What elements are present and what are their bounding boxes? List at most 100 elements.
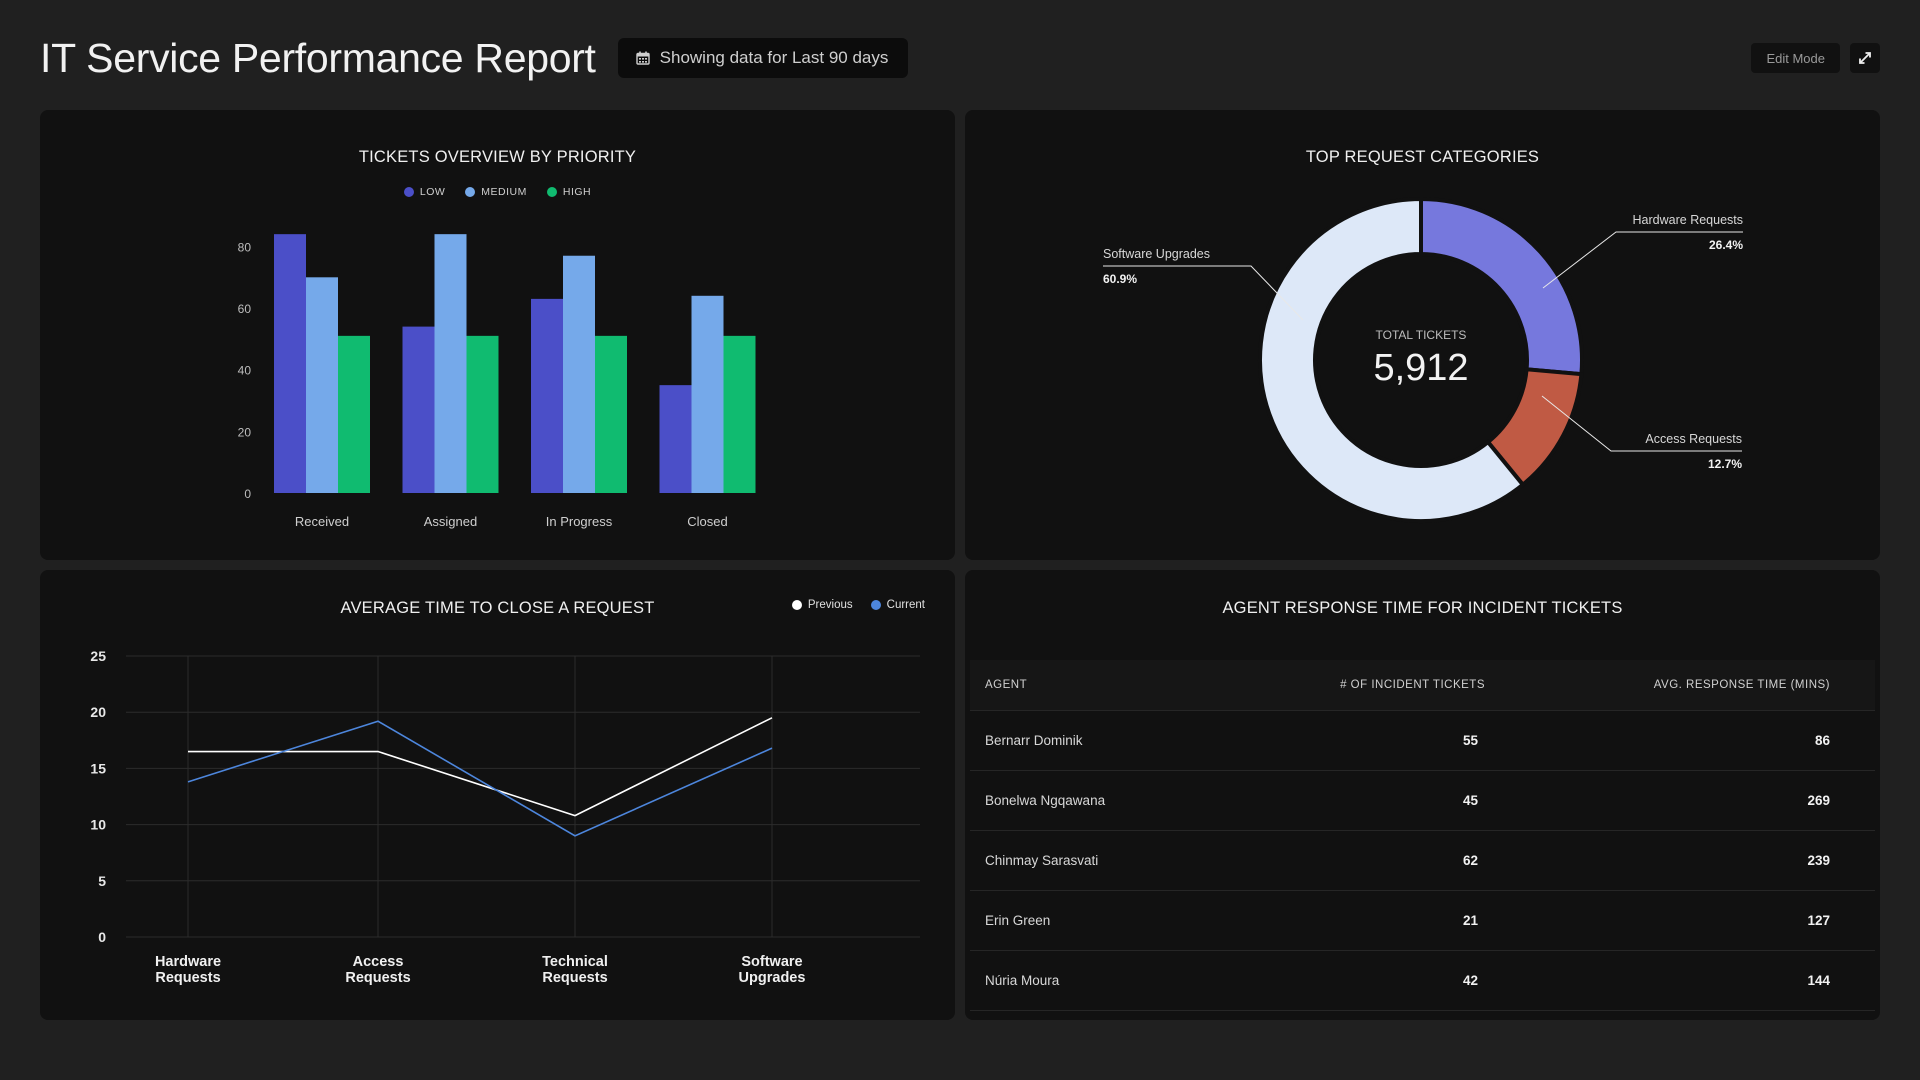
agent-avg-response: 239 <box>1500 830 1875 891</box>
legend-high[interactable]: HIGH <box>546 186 592 198</box>
donut-center-label: TOTAL TICKETS <box>1376 328 1467 342</box>
agent-response-title: AGENT RESPONSE TIME FOR INCIDENT TICKETS <box>1222 599 1623 617</box>
slice-label: Hardware Requests <box>1633 213 1743 227</box>
header: IT Service Performance Report Showing da… <box>40 30 1880 86</box>
request-categories-panel: TOP REQUEST CATEGORIES TOTAL TICKETS 5,9… <box>965 110 1880 560</box>
request-categories-title: TOP REQUEST CATEGORIES <box>1305 148 1540 166</box>
x-category-label: Technical Requests <box>542 954 608 986</box>
bar-low <box>659 385 692 493</box>
table-row[interactable]: Chinmay Sarasvati 62 239 <box>970 830 1875 891</box>
agent-tickets: 62 <box>1270 830 1500 891</box>
legend-medium-label: MEDIUM <box>481 186 527 198</box>
slice-pct: 26.4% <box>1709 238 1743 252</box>
bar-low <box>274 234 306 493</box>
agent-name: Chinmay Sarasvati <box>970 830 1270 891</box>
slice-pct: 60.9% <box>1103 272 1137 286</box>
x-category-label: Assigned <box>424 514 477 529</box>
agent-tickets: 55 <box>1270 710 1500 771</box>
x-category-label: In Progress <box>546 514 613 529</box>
categories-donut-chart: TOTAL TICKETS 5,912 Hardware Requests 26.… <box>1103 196 1743 523</box>
priority-legend: LOW MEDIUM HIGH <box>40 186 955 198</box>
callout-line <box>1542 231 1743 289</box>
agent-table: AGENT # OF INCIDENT TICKETS AVG. RESPONS… <box>970 660 1875 1011</box>
edit-mode-button[interactable]: Edit Mode <box>1751 43 1840 73</box>
table-row[interactable]: Bernarr Dominik 55 86 <box>970 710 1875 771</box>
x-category-label: Software Upgrades <box>739 954 806 986</box>
fullscreen-button[interactable] <box>1850 43 1880 73</box>
agent-tickets: 45 <box>1270 770 1500 831</box>
agent-name: Bernarr Dominik <box>970 710 1270 771</box>
callout-line <box>1541 395 1742 452</box>
bar-high <box>338 335 370 493</box>
table-row[interactable]: Núria Moura 42 144 <box>970 950 1875 1011</box>
y-tick-label: 15 <box>90 760 106 776</box>
y-tick-label: 20 <box>238 425 252 439</box>
agent-response-panel: AGENT RESPONSE TIME FOR INCIDENT TICKETS… <box>965 570 1880 1020</box>
calendar-icon <box>635 51 650 65</box>
slice-label: Access Requests <box>1645 432 1742 446</box>
slice-pct: 12.7% <box>1708 457 1742 471</box>
legend-medium-swatch <box>465 187 476 197</box>
avg-close-title: AVERAGE TIME TO CLOSE A REQUEST <box>340 599 655 617</box>
bar-medium <box>563 255 595 493</box>
date-range-label: Showing data for Last 90 days <box>659 48 889 67</box>
col-header-tickets[interactable]: # OF INCIDENT TICKETS <box>1270 660 1500 711</box>
table-header-row: AGENT # OF INCIDENT TICKETS AVG. RESPONS… <box>970 660 1875 711</box>
agent-tickets: 42 <box>1270 950 1500 1011</box>
agent-avg-response: 269 <box>1500 770 1875 831</box>
line-series-previous <box>188 717 773 817</box>
page-title: IT Service Performance Report <box>40 34 596 81</box>
slice-label: Software Upgrades <box>1103 247 1210 261</box>
legend-low-label: LOW <box>419 186 446 198</box>
y-tick-label: 60 <box>238 302 252 316</box>
tickets-bar-chart: 0 20 40 60 80 Received Assigned In Progress Clos… <box>238 234 756 529</box>
agent-avg-response: 127 <box>1500 890 1875 951</box>
y-tick-label: 5 <box>98 873 106 889</box>
bar-high <box>466 335 499 493</box>
table-row[interactable]: Bonelwa Ngqawana 45 269 <box>970 770 1875 831</box>
avg-close-panel: AVERAGE TIME TO CLOSE A REQUEST Previous… <box>40 570 955 1020</box>
legend-current-label: Current <box>886 599 925 611</box>
y-tick-label: 10 <box>90 817 106 833</box>
legend-high-label: HIGH <box>562 186 592 198</box>
agent-name: Bonelwa Ngqawana <box>970 770 1270 831</box>
agent-tickets: 21 <box>1270 890 1500 951</box>
avg-close-legend: Previous Current <box>791 599 925 611</box>
bar-high <box>595 335 627 493</box>
x-category-label: Hardware Requests <box>155 954 221 986</box>
agent-name: Núria Moura <box>970 950 1270 1011</box>
y-tick-label: 25 <box>90 648 106 664</box>
legend-high-swatch <box>546 187 557 197</box>
y-tick-label: 40 <box>238 364 252 378</box>
bar-medium <box>434 234 467 493</box>
tickets-overview-title: TICKETS OVERVIEW BY PRIORITY <box>358 148 637 166</box>
legend-low[interactable]: LOW <box>403 186 446 198</box>
agent-avg-response: 86 <box>1500 710 1875 771</box>
table-row[interactable]: Erin Green 21 127 <box>970 890 1875 951</box>
tickets-overview-panel: TICKETS OVERVIEW BY PRIORITY LOW MEDIUM … <box>40 110 955 560</box>
donut-slice <box>1258 196 1526 523</box>
legend-previous-swatch <box>791 600 802 610</box>
agent-avg-response: 144 <box>1500 950 1875 1011</box>
legend-previous[interactable]: Previous <box>791 599 853 611</box>
line-series-current <box>187 720 773 837</box>
y-tick-label: 0 <box>98 929 106 945</box>
bar-high <box>723 335 756 493</box>
bar-medium <box>691 295 724 493</box>
bar-medium <box>306 277 338 493</box>
y-tick-label: 0 <box>244 487 251 501</box>
date-range-badge[interactable]: Showing data for Last 90 days <box>617 38 909 78</box>
bar-low <box>402 326 435 493</box>
x-category-label: Closed <box>687 514 727 529</box>
callout-line <box>1103 265 1304 321</box>
col-header-avg[interactable]: AVG. RESPONSE TIME (MINS) <box>1500 660 1875 711</box>
expand-icon <box>1859 52 1871 64</box>
donut-slice <box>1419 196 1584 377</box>
legend-medium[interactable]: MEDIUM <box>465 186 527 198</box>
donut-center-value: 5,912 <box>1373 347 1468 389</box>
legend-current-swatch <box>870 600 881 610</box>
col-header-agent[interactable]: AGENT <box>970 660 1270 711</box>
legend-current[interactable]: Current <box>870 599 925 611</box>
avg-close-line-chart: 0 5 10 15 20 25 Hardware Requests Access Requests… <box>90 648 920 986</box>
legend-low-swatch <box>403 187 414 197</box>
